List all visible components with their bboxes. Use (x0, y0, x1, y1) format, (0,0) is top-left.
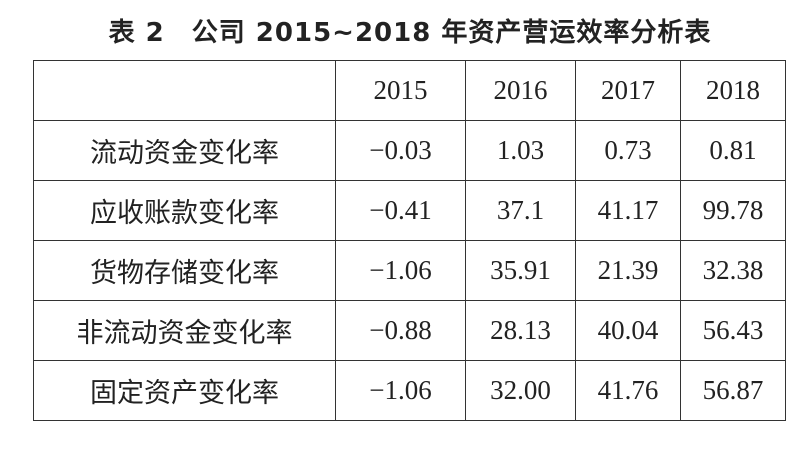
value-cell: −0.03 (335, 120, 466, 181)
header-row: 2015 2016 2017 2018 (33, 60, 786, 121)
value-cell: 40.04 (575, 300, 681, 361)
value-cell: 41.76 (575, 360, 681, 421)
value-cell: 35.91 (465, 240, 576, 301)
table-title: 表 2 公司 2015~2018 年资产营运效率分析表 (108, 18, 712, 48)
row-label: 固定资产变化率 (33, 360, 336, 421)
row-label: 货物存储变化率 (33, 240, 336, 301)
value-cell: 0.81 (680, 120, 786, 181)
table-row: 流动资金变化率 −0.03 1.03 0.73 0.81 (33, 120, 786, 181)
header-cell: 2016 (465, 60, 576, 121)
value-cell: 21.39 (575, 240, 681, 301)
value-cell: −0.88 (335, 300, 466, 361)
header-cell: 2018 (680, 60, 786, 121)
row-label: 流动资金变化率 (33, 120, 336, 181)
value-cell: 56.43 (680, 300, 786, 361)
value-cell: 32.38 (680, 240, 786, 301)
value-cell: 28.13 (465, 300, 576, 361)
row-label: 应收账款变化率 (33, 180, 336, 241)
table-row: 非流动资金变化率 −0.88 28.13 40.04 56.43 (33, 300, 786, 361)
value-cell: 56.87 (680, 360, 786, 421)
value-cell: 99.78 (680, 180, 786, 241)
row-label: 非流动资金变化率 (33, 300, 336, 361)
data-table: 2015 2016 2017 2018 流动资金变化率 −0.03 1.03 0.73 0.81… (33, 60, 786, 421)
table-row: 应收账款变化率 −0.41 37.1 41.17 99.78 (33, 180, 786, 241)
value-cell: 32.00 (465, 360, 576, 421)
header-cell: 2017 (575, 60, 681, 121)
value-cell: 0.73 (575, 120, 681, 181)
table-row: 货物存储变化率 −1.06 35.91 21.39 32.38 (33, 240, 786, 301)
table-row: 固定资产变化率 −1.06 32.00 41.76 56.87 (33, 360, 786, 421)
value-cell: 1.03 (465, 120, 576, 181)
corner-cell (33, 60, 336, 121)
value-cell: −0.41 (335, 180, 466, 241)
value-cell: 37.1 (465, 180, 576, 241)
value-cell: −1.06 (335, 240, 466, 301)
header-cell: 2015 (335, 60, 466, 121)
value-cell: 41.17 (575, 180, 681, 241)
value-cell: −1.06 (335, 360, 466, 421)
